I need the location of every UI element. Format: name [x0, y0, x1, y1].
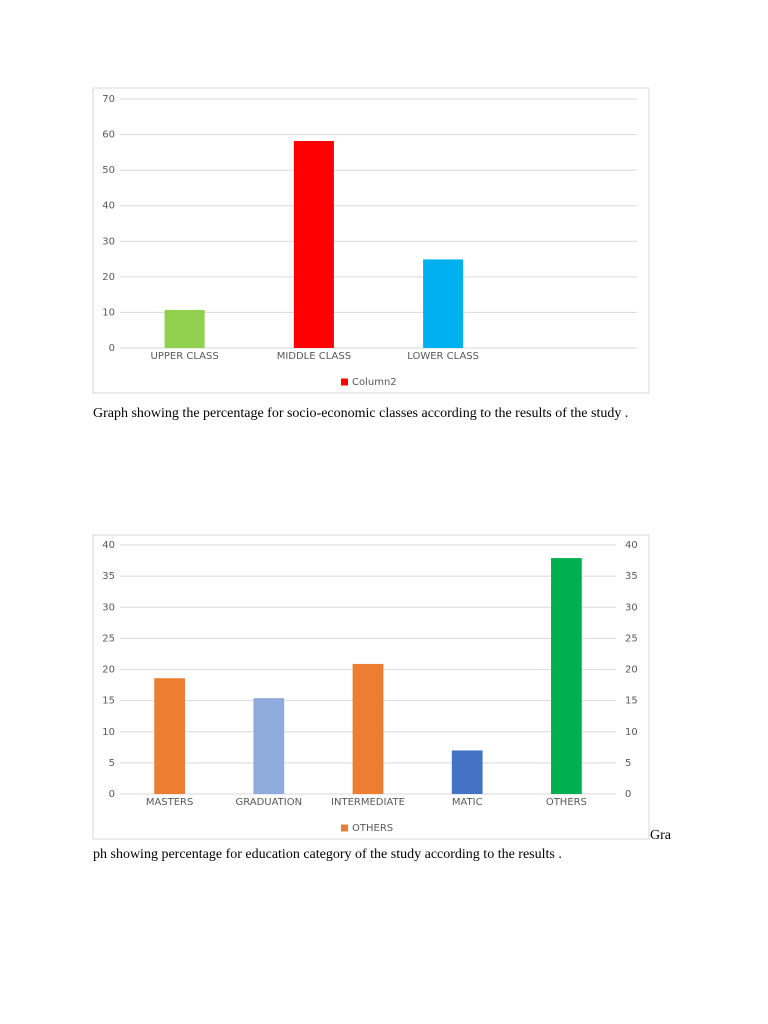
bar: [293, 140, 334, 348]
caption: Gra: [650, 828, 671, 843]
caption: Graph showing the percentage for socio-e…: [93, 406, 629, 421]
bar: [352, 663, 384, 794]
legend-label: Column2: [352, 377, 397, 388]
y-tick-label: 10: [102, 727, 115, 738]
x-tick-label: INTERMEDIATE: [331, 797, 405, 808]
y2-tick-label: 30: [625, 602, 638, 613]
y-tick-label: 30: [102, 236, 115, 247]
chart-frame: [92, 534, 650, 840]
y2-tick-label: 15: [625, 696, 638, 707]
legend-swatch: [341, 378, 348, 386]
y2-tick-label: 40: [625, 540, 638, 551]
y-tick-label: 30: [102, 602, 115, 613]
y2-tick-label: 0: [625, 789, 631, 800]
x-tick-label: MASTERS: [146, 797, 194, 808]
y-tick-label: 70: [102, 94, 115, 105]
y2-tick-label: 35: [625, 571, 638, 582]
bar: [551, 558, 582, 794]
y-tick-label: 0: [109, 789, 115, 800]
bar: [423, 259, 464, 348]
y2-tick-label: 10: [625, 727, 638, 738]
bar: [253, 698, 285, 794]
x-tick-label: LOWER CLASS: [407, 351, 479, 362]
caption: ph showing percentage for education cate…: [93, 847, 562, 862]
y-tick-label: 0: [109, 343, 115, 354]
x-tick-label: GRADUATION: [235, 797, 302, 808]
x-tick-label: MATIC: [452, 797, 483, 808]
y-tick-label: 40: [102, 201, 115, 212]
x-tick-label: UPPER CLASS: [151, 351, 219, 362]
y-tick-label: 20: [102, 665, 115, 676]
y2-tick-label: 20: [625, 665, 638, 676]
x-tick-label: OTHERS: [546, 797, 587, 808]
bar: [451, 750, 483, 794]
y2-tick-label: 5: [625, 758, 631, 769]
y-tick-label: 20: [102, 272, 115, 283]
legend-swatch: [341, 824, 348, 832]
y-tick-label: 35: [102, 571, 115, 582]
bar: [164, 309, 205, 348]
y-tick-label: 5: [109, 758, 115, 769]
x-tick-label: MIDDLE CLASS: [277, 351, 351, 362]
y-tick-label: 50: [102, 165, 115, 176]
y-tick-label: 15: [102, 696, 115, 707]
bar: [154, 678, 185, 794]
y-tick-label: 40: [102, 540, 115, 551]
y-tick-label: 25: [102, 633, 115, 644]
y-tick-label: 60: [102, 130, 115, 141]
legend-label: OTHERS: [352, 823, 393, 834]
y-tick-label: 10: [102, 307, 115, 318]
y2-tick-label: 25: [625, 633, 638, 644]
chart-frame: [92, 87, 650, 394]
